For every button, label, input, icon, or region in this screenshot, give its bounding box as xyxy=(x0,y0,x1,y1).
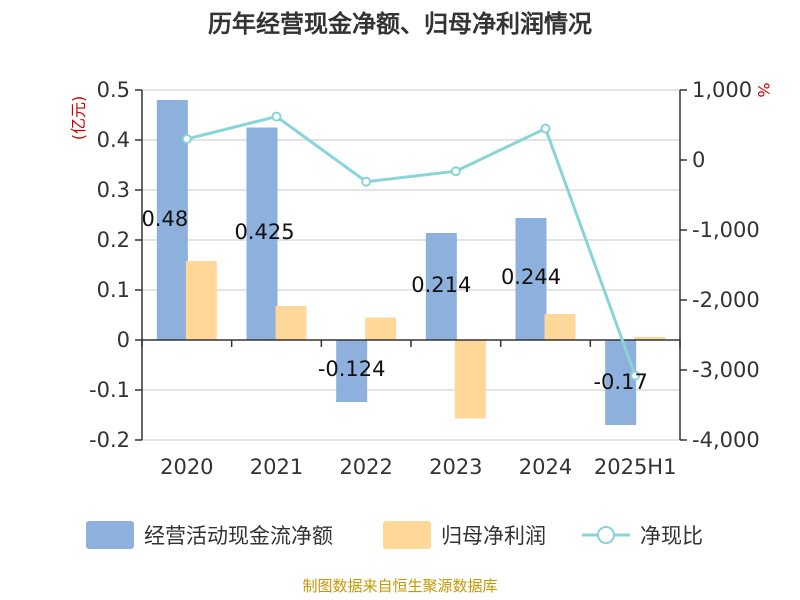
ratio-line xyxy=(181,111,641,381)
legend: 经营活动现金流净额 归母净利润 净现比 xyxy=(86,521,703,549)
legend-label-ratio: 净现比 xyxy=(640,524,703,548)
cash-flow-bar xyxy=(515,218,547,340)
x-tick-label: 2023 xyxy=(429,455,482,479)
x-tick-label: 2020 xyxy=(160,455,213,479)
ratio-point xyxy=(630,370,641,381)
x-tick-label: 2024 xyxy=(519,455,572,479)
right-tick-label: -1,000 xyxy=(692,218,760,242)
left-tick-label: 0.3 xyxy=(97,178,130,202)
bars xyxy=(156,100,666,425)
right-tick-label: -3,000 xyxy=(692,358,760,382)
right-tick-label: 0 xyxy=(692,148,705,172)
left-axis-unit: (亿元) xyxy=(69,96,88,141)
ratio-point xyxy=(181,134,192,144)
ratio-point xyxy=(450,166,461,177)
left-tick-label: 0.2 xyxy=(97,228,130,252)
cash-flow-data-label: 0.48 xyxy=(141,207,188,231)
left-tick-label: 0.1 xyxy=(97,278,130,302)
grid-lines xyxy=(142,89,680,441)
right-tick-label: -4,000 xyxy=(692,428,760,452)
x-tick-label: 2025H1 xyxy=(594,455,677,479)
net-profit-bar xyxy=(634,337,666,340)
left-tick-label: 0 xyxy=(117,328,130,352)
left-tick-label: -0.1 xyxy=(89,378,130,402)
data-labels: 0.48 0.425 -0.124 0.214 0.244 -0.17 xyxy=(141,207,647,394)
cash-flow-data-label: -0.17 xyxy=(593,370,647,394)
source-note: 制图数据来自恒生聚源数据库 xyxy=(302,577,497,595)
legend-swatch-net-profit xyxy=(383,521,431,549)
right-tick-label: -2,000 xyxy=(692,288,760,312)
cash-flow-data-label: 0.244 xyxy=(501,265,561,289)
cash-flow-data-label: -0.124 xyxy=(318,357,386,381)
ratio-point xyxy=(361,176,372,187)
legend-swatch-cash-flow xyxy=(86,521,134,549)
left-tick-label: 0.5 xyxy=(97,78,130,102)
legend-label-net-profit: 归母净利润 xyxy=(441,524,546,548)
cash-flow-bar xyxy=(605,340,637,425)
net-profit-bar xyxy=(454,340,486,419)
right-tick-label: 1,000 xyxy=(692,78,752,102)
left-tick-label: -0.2 xyxy=(89,428,130,452)
cash-flow-data-label: 0.214 xyxy=(411,273,471,297)
ratio-series-line xyxy=(186,114,637,377)
x-tick-label: 2022 xyxy=(339,455,392,479)
net-profit-bar xyxy=(365,317,397,340)
net-profit-bar xyxy=(544,314,576,340)
x-tick-label: 2021 xyxy=(250,455,303,479)
right-axis-unit: % xyxy=(754,82,773,97)
legend-marker-ratio xyxy=(597,526,615,544)
legend-label-cash-flow: 经营活动现金流净额 xyxy=(144,524,333,548)
cash-flow-data-label: 0.425 xyxy=(234,220,294,244)
cash-flow-bar xyxy=(336,340,368,402)
net-profit-bar xyxy=(185,261,217,340)
cash-flow-bar xyxy=(246,127,278,340)
ratio-point xyxy=(540,123,551,134)
cash-flow-bar xyxy=(425,233,457,340)
ratio-point xyxy=(271,111,282,122)
axes: 0.5 0.4 0.3 0.2 0.1 0 -0.1 -0.2 1,000 0 -1,000 -2,0… xyxy=(89,78,760,479)
net-profit-bar xyxy=(275,306,307,340)
chart-title: 历年经营现金净额、归母净利润情况 xyxy=(208,10,592,38)
left-tick-label: 0.4 xyxy=(97,128,130,152)
